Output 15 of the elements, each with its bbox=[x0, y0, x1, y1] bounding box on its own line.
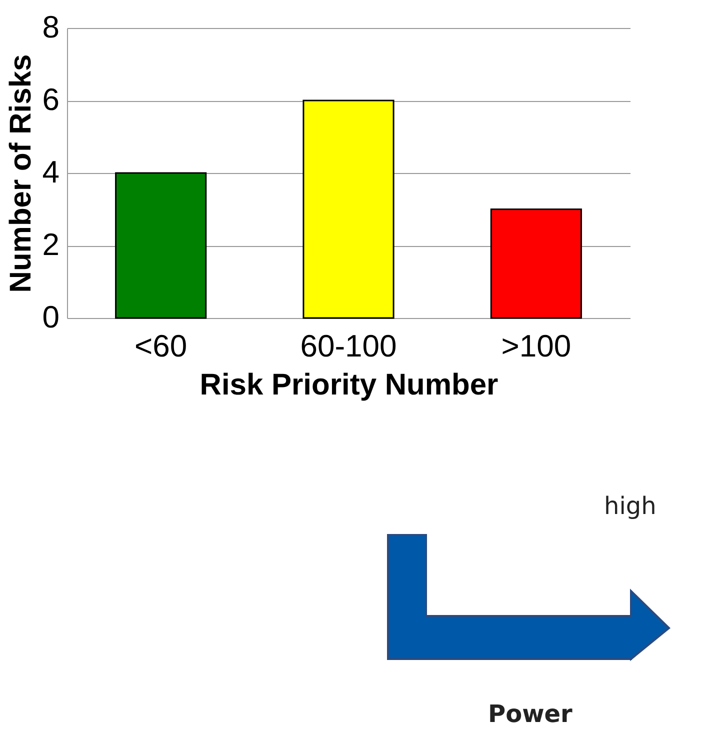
bar bbox=[115, 172, 207, 319]
y-tick-label: 6 bbox=[42, 82, 60, 117]
y-axis-title: Number of Risks bbox=[4, 54, 38, 293]
x-tick-label: <60 bbox=[134, 328, 188, 364]
bar bbox=[302, 100, 394, 319]
x-tick-label: >100 bbox=[501, 328, 572, 364]
text: Power bbox=[488, 700, 572, 728]
text: high bbox=[604, 492, 656, 520]
bar bbox=[490, 208, 582, 319]
x-tick-label: 60-100 bbox=[300, 328, 397, 364]
y-tick-label: 4 bbox=[42, 154, 60, 190]
x-axis-title: Risk Priority Number bbox=[200, 368, 499, 402]
y-tick-label: 0 bbox=[42, 300, 60, 334]
y-tick-label: 8 bbox=[42, 10, 60, 44]
y-tick-label: 2 bbox=[42, 227, 60, 262]
